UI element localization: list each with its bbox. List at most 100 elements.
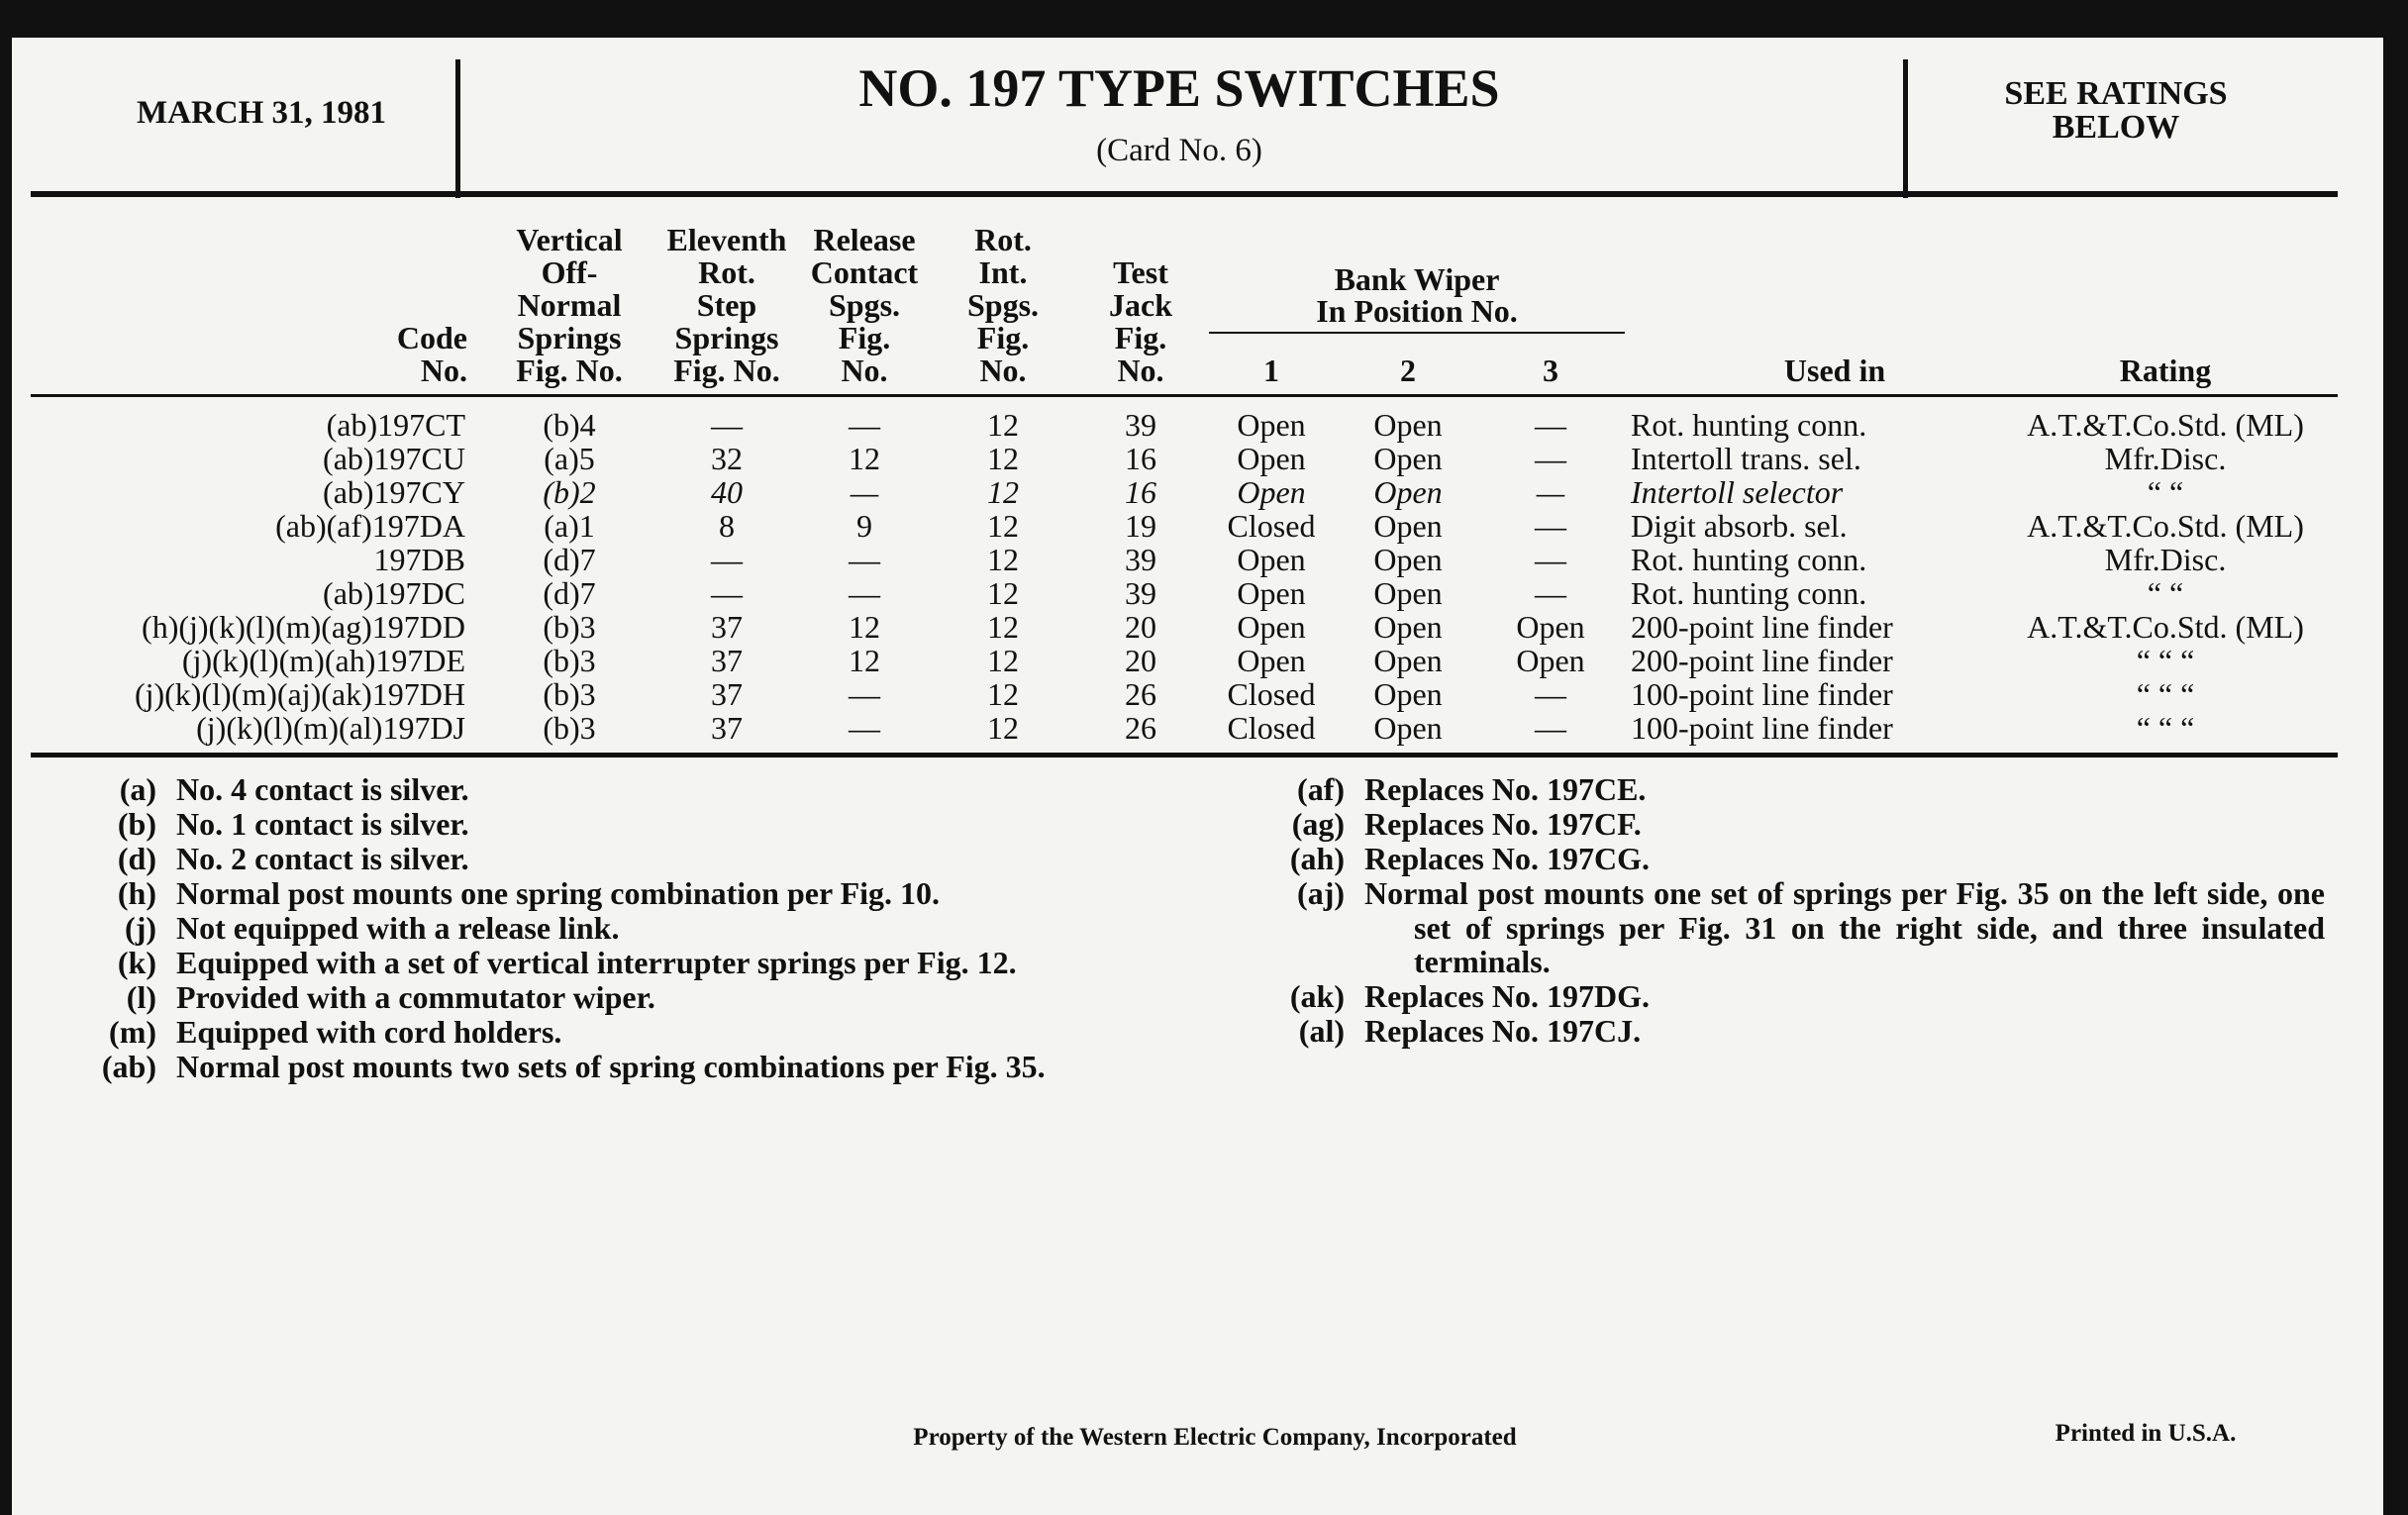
used-in-cell: Intertoll selector: [1631, 474, 1844, 510]
note-text: Replaces No. 197CE.: [1364, 771, 1647, 807]
table-cell: Mfr.Disc.: [2104, 542, 2227, 577]
note-key: (h): [117, 875, 156, 911]
table-cell: 12: [987, 676, 1019, 712]
column-header: Rot.: [974, 222, 1032, 257]
table-cell: —: [849, 710, 880, 746]
note-text: Replaces No. 197CG.: [1364, 841, 1650, 876]
table-cell: Open: [1373, 407, 1443, 443]
table-cell: Open: [1373, 575, 1443, 611]
table-cell: 12: [849, 643, 880, 678]
table-cell: Closed: [1227, 710, 1316, 746]
used-in-cell: 200-point line finder: [1631, 643, 1893, 678]
table-cell: Open: [1373, 441, 1443, 476]
table-cell: Open: [1237, 441, 1306, 476]
header-rule: [31, 191, 2338, 197]
note-key: (ak): [1289, 978, 1345, 1014]
note-key: (ag): [1291, 806, 1345, 842]
table-cell: A.T.&T.Co.Std. (ML): [2027, 609, 2304, 645]
table-cell: Open: [1373, 542, 1443, 577]
column-header: Fig.: [1114, 320, 1167, 355]
table-cell: 20: [1125, 609, 1156, 645]
column-header: Rot.: [698, 254, 755, 290]
note-key: (b): [117, 806, 156, 842]
table-cell: 12: [987, 441, 1019, 476]
table-cell: —: [850, 474, 879, 510]
table-cell: —: [1535, 441, 1566, 476]
used-in-cell: 100-point line finder: [1631, 710, 1893, 746]
column-header: 3: [1543, 353, 1558, 388]
table-cell: 26: [1125, 710, 1156, 746]
note-text: Normal post mounts one spring combinatio…: [176, 875, 941, 911]
column-header: Fig. No.: [673, 353, 780, 388]
table-cell: (a)1: [544, 508, 595, 544]
note-text: Replaces No. 197DG.: [1364, 978, 1650, 1014]
ratings-note: SEE RATINGS: [2004, 75, 2228, 112]
code-cell: (ab)197CY: [323, 474, 465, 510]
column-header: 2: [1400, 353, 1416, 388]
table-cell: (d)7: [543, 542, 596, 577]
table-cell: Open: [1237, 609, 1306, 645]
header-divider: [1903, 59, 1908, 198]
table-cell: “ “: [2147, 474, 2184, 510]
table-cell: 12: [987, 609, 1019, 645]
code-cell: 197DB: [373, 542, 465, 577]
used-in-cell: Rot. hunting conn.: [1631, 575, 1867, 611]
table-cell: Open: [1516, 609, 1585, 645]
table-cell: 12: [987, 575, 1019, 611]
table-cell: 8: [719, 508, 735, 544]
note-text: No. 1 contact is silver.: [176, 806, 469, 842]
header-divider: [455, 59, 460, 198]
used-in-cell: Intertoll trans. sel.: [1631, 441, 1861, 476]
note-key: (af): [1297, 771, 1345, 807]
date: MARCH 31, 1981: [136, 95, 387, 131]
table-cell: 40: [711, 474, 743, 510]
card: MARCH 31, 1981 NO. 197 TYPE SWITCHES (Card…: [12, 38, 2383, 1515]
note-key: (al): [1298, 1013, 1345, 1049]
table-bottom-rule: [31, 753, 2338, 758]
table-cell: —: [849, 575, 880, 611]
table-cell: Open: [1373, 643, 1443, 678]
table-cell: 16: [1125, 474, 1156, 510]
table-cell: Open: [1237, 407, 1306, 443]
table-cell: 39: [1125, 407, 1156, 443]
code-cell: (j)(k)(l)(m)(aj)(ak)197DH: [134, 676, 465, 712]
column-header: Off-: [541, 254, 598, 290]
column-header: Code: [396, 320, 467, 355]
column-header: Jack: [1109, 287, 1172, 323]
table-cell: 12: [987, 710, 1019, 746]
table-cell: —: [1535, 575, 1566, 611]
table-cell: Open: [1373, 710, 1443, 746]
ratings-note: BELOW: [2052, 109, 2180, 146]
code-cell: (h)(j)(k)(l)(m)(ag)197DD: [142, 609, 465, 645]
table-cell: —: [849, 676, 880, 712]
table-cell: —: [1535, 542, 1566, 577]
table-cell: —: [849, 407, 880, 443]
table-cell: Open: [1373, 508, 1443, 544]
table-cell: “ “: [2147, 575, 2184, 611]
table-cell: Open: [1237, 542, 1306, 577]
column-header: Test: [1113, 254, 1168, 290]
column-header: Vertical: [516, 222, 623, 257]
table-cell: 16: [1125, 441, 1156, 476]
table-cell: “ “ “: [2136, 676, 2195, 712]
table-cell: (b)2: [543, 474, 596, 510]
note-key: (d): [117, 841, 156, 876]
note-key: (a): [119, 771, 156, 807]
column-header: Rating: [2119, 353, 2212, 388]
column-header: Springs: [674, 320, 779, 355]
table-cell: Mfr.Disc.: [2104, 441, 2227, 476]
group-header: In Position No.: [1316, 293, 1518, 329]
table-cell: (b)4: [543, 407, 596, 443]
table-cell: —: [1535, 508, 1566, 544]
column-header: Step: [696, 287, 757, 323]
column-header: Normal: [517, 287, 622, 323]
table-cell: Open: [1237, 474, 1306, 510]
table-cell: 20: [1125, 643, 1156, 678]
column-header: No.: [979, 353, 1027, 388]
column-header: Springs: [517, 320, 622, 355]
column-header: Fig. No.: [516, 353, 623, 388]
note-text: Not equipped with a release link.: [176, 910, 620, 946]
note-text: Normal post mounts two sets of spring co…: [176, 1049, 1046, 1084]
note-text: Replaces No. 197CJ.: [1364, 1013, 1642, 1049]
